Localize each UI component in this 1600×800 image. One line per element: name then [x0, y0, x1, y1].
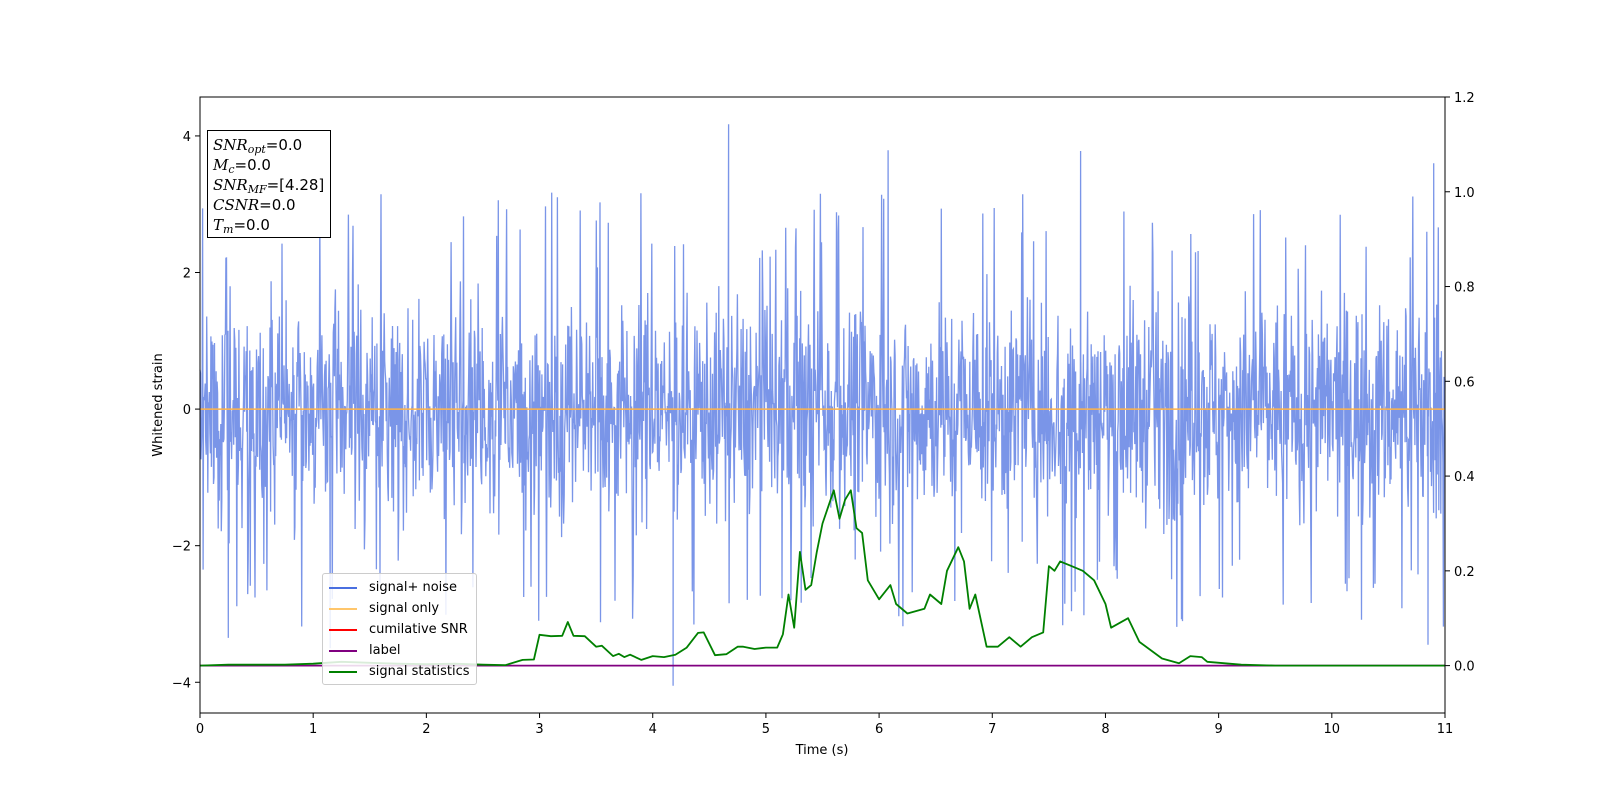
legend-item-signal-noise: signal+ noise — [329, 577, 470, 598]
x-tick-label: 9 — [1214, 722, 1222, 737]
legend: signal+ noise signal only cumilative SNR… — [322, 573, 477, 685]
legend-item-label: label — [329, 640, 470, 661]
y-tick-label: 2 — [183, 267, 191, 282]
y-tick-label: 4 — [183, 130, 191, 145]
x-tick-label: 10 — [1324, 722, 1341, 737]
legend-swatch-label — [329, 649, 357, 652]
y-tick-label: −4 — [172, 676, 191, 691]
stats-box: SNRopt=0.0 Mc=0.0 SNRMF=[4.28] CSNR=0.0 … — [207, 130, 332, 238]
stat-snr-opt: SNRopt=0.0 — [213, 136, 303, 156]
y2-tick-label: 0.6 — [1454, 375, 1475, 390]
legend-swatch-signal-statistics — [329, 670, 357, 673]
legend-label-label: label — [369, 643, 401, 658]
x-tick-label: 5 — [762, 722, 770, 737]
y-tick-label: 0 — [183, 403, 191, 418]
series-signal-statistics — [199, 489, 1445, 667]
axes-frame — [199, 96, 1446, 714]
y-axis-label: Whitened strain — [151, 353, 166, 456]
x-tick-label: 11 — [1437, 722, 1454, 737]
x-tick-label: 7 — [988, 722, 996, 737]
y2-tick-label: 0.2 — [1454, 565, 1475, 580]
legend-item-signal-only: signal only — [329, 598, 470, 619]
x-tick-label: 3 — [535, 722, 543, 737]
legend-label-cumilative-snr: cumilative SNR — [369, 622, 468, 637]
y2-tick-label: 0.8 — [1454, 281, 1475, 296]
stat-csnr: CSNR=0.0 — [213, 196, 296, 214]
legend-swatch-cumilative-snr — [329, 628, 357, 631]
legend-swatch-signal-noise — [329, 586, 357, 589]
axis-ticks: 0 1 2 3 4 5 6 7 8 9 10 11 −4 −2 0 2 4 0.0 0.2 0.4 0.6 0.8 1.0 1… — [172, 91, 1475, 737]
y2-tick-label: 0.4 — [1454, 470, 1475, 485]
y2-tick-label: 1.0 — [1454, 186, 1475, 201]
x-tick-label: 2 — [422, 722, 430, 737]
x-tick-label: 0 — [196, 722, 204, 737]
legend-label-signal-statistics: signal statistics — [369, 664, 470, 679]
stat-tm: Tm=0.0 — [213, 216, 270, 236]
y2-tick-label: 1.2 — [1454, 91, 1475, 106]
legend-label-signal-noise: signal+ noise — [369, 580, 458, 595]
stat-snr-mf: SNRMF=[4.28] — [213, 176, 325, 196]
y-tick-label: −2 — [172, 540, 191, 555]
x-tick-label: 1 — [309, 722, 317, 737]
x-tick-label: 6 — [875, 722, 883, 737]
legend-item-cumilative-snr: cumilative SNR — [329, 619, 470, 640]
x-tick-label: 8 — [1101, 722, 1109, 737]
stat-mc: Mc=0.0 — [213, 156, 271, 176]
x-axis-label: Time (s) — [795, 743, 849, 758]
legend-item-signal-statistics: signal statistics — [329, 661, 470, 682]
legend-label-signal-only: signal only — [369, 601, 440, 616]
legend-swatch-signal-only — [329, 607, 357, 610]
series-signal-noise — [199, 124, 1446, 686]
y2-tick-label: 0.0 — [1454, 660, 1475, 675]
x-tick-label: 4 — [649, 722, 657, 737]
